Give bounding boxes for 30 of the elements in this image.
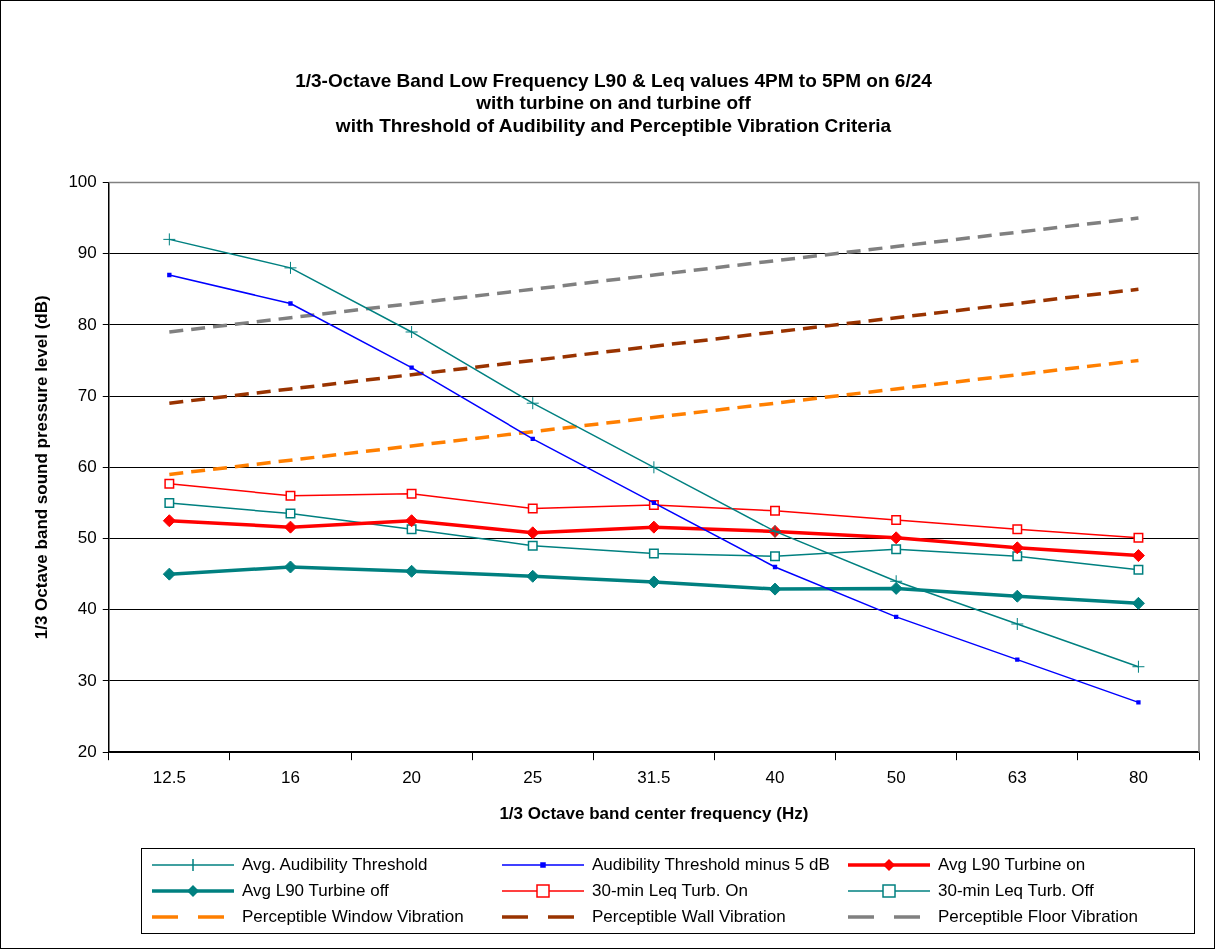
x-tick-label: 50	[886, 768, 906, 788]
y-tick-label: 30	[77, 670, 97, 690]
legend-label: Avg L90 Turbine on	[938, 855, 1086, 875]
x-axis-title: 1/3 Octave band center frequency (Hz)	[499, 804, 809, 824]
legend-label: Avg L90 Turbine off	[242, 881, 389, 901]
x-tick-label: 80	[1128, 768, 1148, 788]
y-tick-label: 60	[77, 456, 97, 476]
chart-title: 1/3-Octave Band Low Frequency L90 & Leq values 4PM to 5PM on 6/24 with turbine on and turbine off with Threshold of Audibility and Perceptible Vibration Criteria	[295, 69, 933, 137]
legend-label: Audibility Threshold minus 5 dB	[592, 855, 830, 875]
x-tick-label: 20	[402, 768, 422, 788]
y-tick-label: 20	[77, 741, 97, 761]
y-tick-label: 80	[77, 314, 97, 334]
legend-label: 30-min Leq Turb. On	[592, 881, 748, 901]
legend-label: 30-min Leq Turb. Off	[938, 881, 1094, 901]
y-tick-label: 90	[77, 243, 97, 263]
x-tick-label: 12.5	[152, 768, 186, 788]
x-tick-label: 63	[1007, 768, 1027, 788]
legend-label: Perceptible Window Vibration	[242, 907, 464, 927]
legend-label: Perceptible Floor Vibration	[938, 907, 1139, 927]
x-tick-label: 25	[523, 768, 543, 788]
y-tick-label: 100	[68, 172, 97, 192]
legend-label: Avg. Audibility Threshold	[242, 855, 428, 875]
x-tick-label: 40	[765, 768, 785, 788]
y-tick-label: 50	[77, 528, 97, 548]
y-tick-label: 70	[77, 385, 97, 405]
x-tick-label: 16	[281, 768, 300, 788]
legend-label: Perceptible Wall Vibration	[592, 907, 786, 927]
y-axis-title: 1/3 Octave band sound pressure level (dB)	[31, 295, 51, 640]
y-tick-label: 40	[77, 599, 97, 619]
x-tick-label: 31.5	[637, 768, 671, 788]
